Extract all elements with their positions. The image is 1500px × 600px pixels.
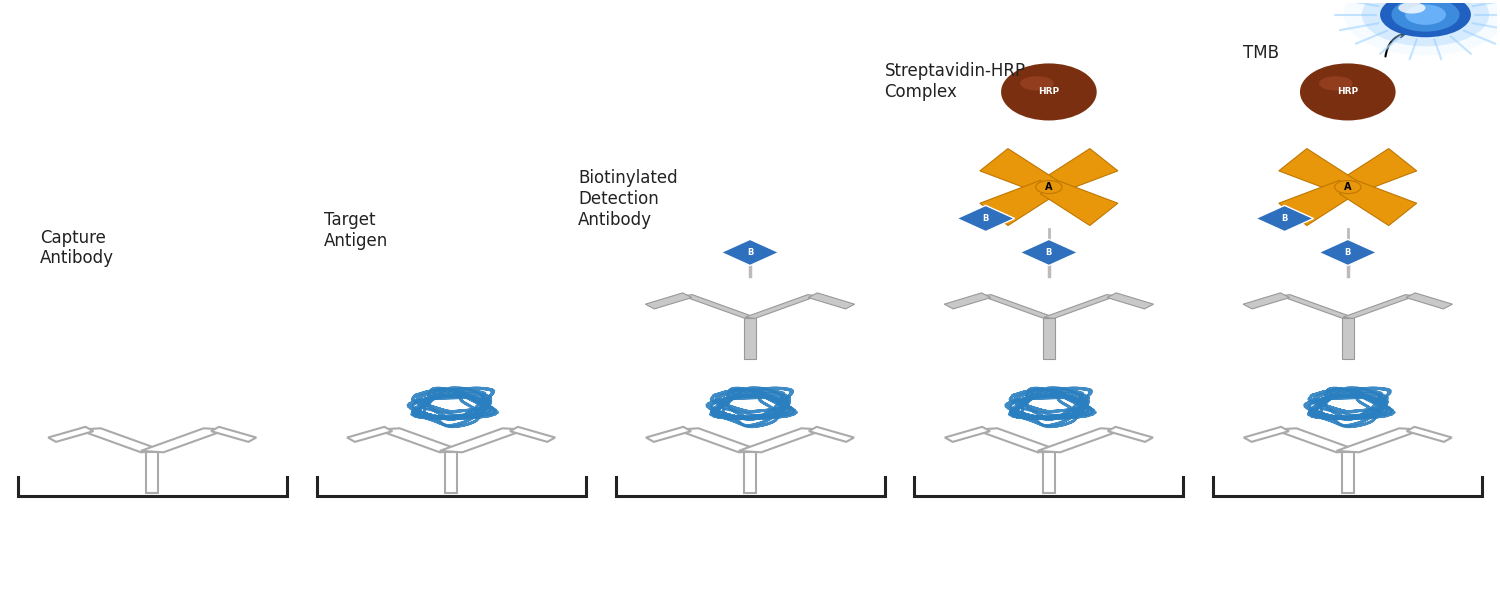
Polygon shape	[957, 205, 1014, 232]
Polygon shape	[1041, 181, 1118, 226]
Text: B: B	[982, 214, 988, 223]
Polygon shape	[738, 428, 824, 452]
Polygon shape	[981, 295, 1054, 319]
Polygon shape	[48, 427, 93, 442]
Ellipse shape	[1380, 0, 1472, 37]
Polygon shape	[211, 427, 256, 442]
Polygon shape	[1107, 293, 1154, 309]
Polygon shape	[944, 293, 990, 309]
Polygon shape	[1406, 293, 1452, 309]
Polygon shape	[646, 427, 692, 442]
Polygon shape	[141, 428, 226, 452]
Polygon shape	[1044, 295, 1116, 319]
Bar	[1042, 452, 1054, 493]
Text: TMB: TMB	[1244, 44, 1280, 62]
Bar	[744, 318, 756, 359]
Text: B: B	[1281, 214, 1288, 223]
Bar	[1042, 318, 1054, 359]
Polygon shape	[1020, 239, 1078, 266]
Bar	[446, 452, 458, 493]
Polygon shape	[645, 293, 692, 309]
Polygon shape	[1038, 428, 1124, 452]
Polygon shape	[1244, 293, 1290, 309]
Ellipse shape	[1300, 64, 1395, 121]
Polygon shape	[722, 239, 778, 266]
Polygon shape	[682, 295, 754, 319]
Polygon shape	[346, 427, 393, 442]
Ellipse shape	[1362, 0, 1490, 46]
Bar	[146, 452, 158, 493]
Bar	[744, 452, 756, 493]
Ellipse shape	[1335, 181, 1360, 194]
Polygon shape	[980, 181, 1058, 226]
Text: B: B	[747, 248, 753, 257]
Polygon shape	[1340, 181, 1416, 226]
Polygon shape	[1041, 149, 1118, 194]
Text: Capture
Antibody: Capture Antibody	[40, 229, 114, 268]
Polygon shape	[1280, 181, 1356, 226]
Polygon shape	[945, 427, 990, 442]
Polygon shape	[440, 428, 525, 452]
Ellipse shape	[1318, 76, 1353, 91]
Bar	[1342, 452, 1354, 493]
Text: A: A	[1344, 182, 1352, 192]
Polygon shape	[746, 295, 818, 319]
Polygon shape	[1256, 205, 1314, 232]
Text: HRP: HRP	[1336, 88, 1359, 97]
Text: A: A	[1046, 182, 1053, 192]
Ellipse shape	[1035, 181, 1062, 194]
Text: HRP: HRP	[1038, 88, 1059, 97]
Polygon shape	[975, 428, 1060, 452]
Text: Streptavidin-HRP
Complex: Streptavidin-HRP Complex	[885, 62, 1026, 101]
Polygon shape	[980, 149, 1058, 194]
Polygon shape	[808, 427, 853, 442]
Polygon shape	[1336, 428, 1422, 452]
Polygon shape	[1107, 427, 1154, 442]
Polygon shape	[1342, 295, 1416, 319]
Polygon shape	[1280, 295, 1353, 319]
Polygon shape	[1244, 427, 1288, 442]
Polygon shape	[1274, 428, 1359, 452]
Polygon shape	[1318, 239, 1377, 266]
Polygon shape	[1407, 427, 1452, 442]
Polygon shape	[808, 293, 855, 309]
Polygon shape	[1280, 149, 1356, 194]
Polygon shape	[78, 428, 164, 452]
Ellipse shape	[1344, 0, 1500, 55]
Ellipse shape	[1020, 76, 1053, 91]
Bar	[1342, 318, 1354, 359]
Ellipse shape	[1000, 64, 1096, 121]
Text: Biotinylated
Detection
Antibody: Biotinylated Detection Antibody	[578, 169, 678, 229]
Text: Target
Antigen: Target Antigen	[324, 211, 388, 250]
Text: B: B	[1046, 248, 1052, 257]
Ellipse shape	[1406, 5, 1446, 25]
Polygon shape	[1340, 149, 1416, 194]
Polygon shape	[376, 428, 462, 452]
Polygon shape	[510, 427, 555, 442]
Ellipse shape	[1398, 2, 1425, 14]
Polygon shape	[676, 428, 762, 452]
Ellipse shape	[1392, 0, 1460, 32]
Text: B: B	[1344, 248, 1352, 257]
